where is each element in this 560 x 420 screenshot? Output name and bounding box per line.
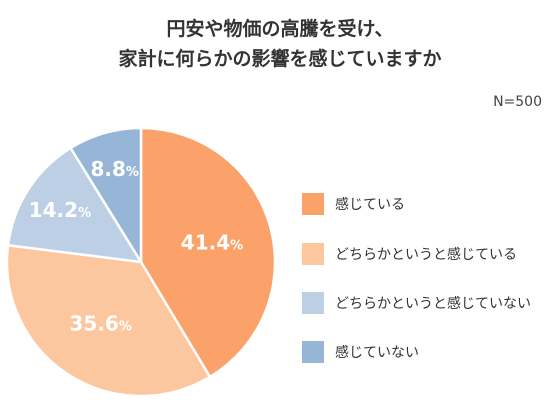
- pie-slice: [69, 126, 143, 264]
- slice-value-label: 8.8%: [90, 157, 138, 181]
- legend-swatch: [302, 243, 324, 265]
- legend-item-kanjiteinai: 感じていない: [302, 340, 419, 364]
- legend-label: どちらかというと感じていない: [335, 296, 531, 312]
- pie-slice: [6, 146, 143, 264]
- legend-label: 感じている: [335, 197, 405, 213]
- legend-label: 感じていない: [335, 345, 419, 361]
- chart-title: 円安や物価の高騰を受け、 家計に何らかの影響を感じていますか: [0, 14, 560, 74]
- chart-title-line-2: 家計に何らかの影響を感じていますか: [118, 48, 442, 70]
- legend-item-kanjiteiru: 感じている: [302, 192, 405, 216]
- slice-value-label: 14.2%: [29, 198, 91, 222]
- legend-swatch: [302, 193, 324, 215]
- slice-value-label: 41.4%: [181, 230, 243, 254]
- legend-item-dochiraka-kanjiteiru: どちらかというと感じている: [302, 242, 517, 266]
- legend-item-dochiraka-kanjiteinai: どちらかというと感じていない: [302, 291, 531, 315]
- slice-value-label: 35.6%: [70, 312, 132, 336]
- pie-slice: [139, 126, 277, 379]
- pie-slice: [5, 243, 212, 398]
- legend-label: どちらかというと感じている: [335, 247, 517, 263]
- legend-swatch: [302, 292, 324, 314]
- legend: 感じている どちらかというと感じている どちらかというと感じていない 感じていな…: [302, 0, 560, 420]
- sample-size: N=500: [493, 94, 542, 110]
- chart-title-line-1: 円安や物価の高騰を受け、: [166, 18, 394, 40]
- legend-swatch: [302, 341, 324, 363]
